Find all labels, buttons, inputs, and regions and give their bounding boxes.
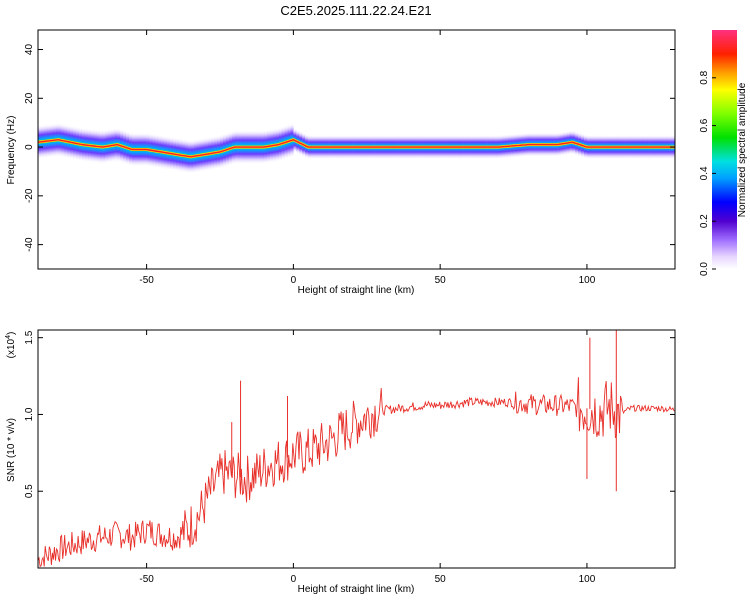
- colorbar-tick-label: 0.2: [699, 214, 710, 228]
- colorbar: 0.0 0.2 0.4 0.6 0.8 Normalized spectral ampl…: [699, 30, 748, 276]
- snr-scale-close: ): [6, 332, 17, 335]
- spectrogram-xlabel: Height of straight line (km): [298, 285, 415, 296]
- snr-xtick-label: 50: [435, 574, 447, 585]
- spectrogram-xtick-label: -50: [139, 275, 154, 286]
- spectrogram-ytick-label: -20: [24, 188, 35, 203]
- snr-scale-label: (x104): [5, 332, 17, 359]
- snr-scale-exp: 4: [5, 335, 12, 339]
- spectrogram-xtick-label: 0: [291, 275, 297, 286]
- chart-title: C2E5.2025.111.22.24.E21: [280, 3, 431, 18]
- snr-scale-prefix: (x10: [6, 338, 17, 358]
- snr-ytick-label: 0.5: [24, 484, 35, 498]
- spectrogram-ytick-label: -40: [24, 237, 35, 252]
- snr-xtick-label: 0: [291, 574, 297, 585]
- snr-ytick-label: 1.0: [24, 407, 35, 421]
- colorbar-tick-label: 0.0: [699, 262, 710, 276]
- colorbar-tick-label: 0.8: [699, 70, 710, 84]
- spectrogram-ytick-label: 40: [24, 44, 35, 56]
- ridge-peak: [38, 138, 675, 158]
- snr-xtick-label: -50: [139, 574, 154, 585]
- snr-frame: [37, 329, 676, 569]
- colorbar-label: Normalized spectral amplitude: [737, 82, 748, 217]
- spectrogram-xtick-label: 100: [579, 275, 596, 286]
- colorbar-gradient: [712, 30, 737, 269]
- snr-xlabel: Height of straight line (km): [298, 584, 415, 595]
- spectrogram-ylabel: Frequency (Hz): [6, 116, 17, 185]
- snr-ytick-label: 1.5: [24, 330, 35, 344]
- snr-panel: -50 0 50 100 0.5 1.0 1.5 Height of straight li…: [5, 329, 676, 595]
- spectrogram-xtick-label: 50: [435, 275, 447, 286]
- snr-xtick-label: 100: [579, 574, 596, 585]
- spectrogram-frame: [37, 29, 676, 270]
- colorbar-tick-label: 0.6: [699, 118, 710, 132]
- snr-ylabel: SNR (10 * v/v): [6, 418, 17, 482]
- colorbar-tick-label: 0.4: [699, 166, 710, 180]
- spectrogram-panel: -50 0 50 100 40 20 0 -20 -40 Height of straight …: [6, 29, 676, 296]
- spectrogram-ytick-label: 20: [24, 92, 35, 104]
- snr-line: [38, 377, 675, 568]
- spectrogram-ytick-label: 0: [24, 144, 35, 150]
